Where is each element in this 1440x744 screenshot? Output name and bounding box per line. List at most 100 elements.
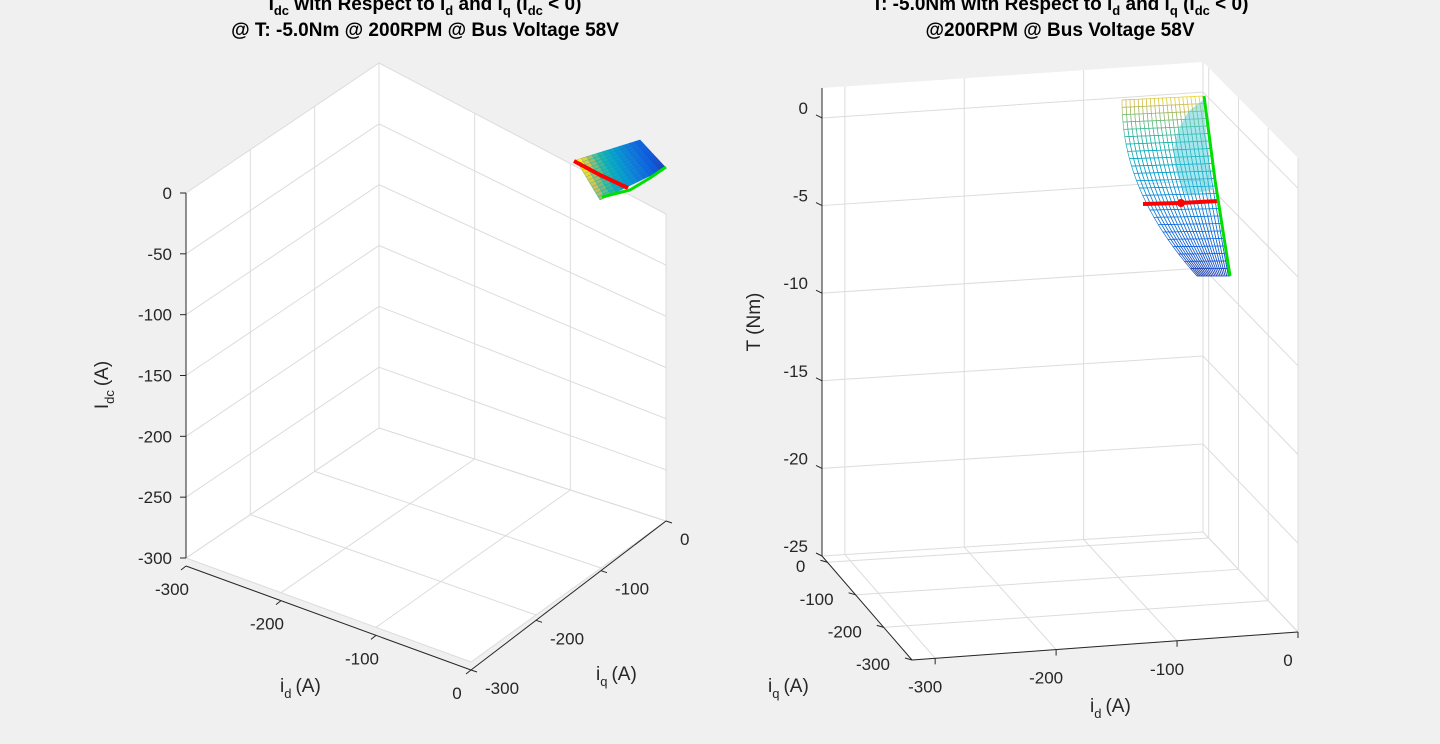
z-tick-label: -15 (783, 362, 808, 381)
left-grid (185, 62, 667, 663)
y-tick (600, 570, 608, 574)
y-tick-label: -100 (800, 590, 834, 609)
x-tick-label: -200 (1029, 669, 1063, 688)
z-tick-label: 0 (799, 99, 808, 118)
y-tick (876, 624, 884, 628)
y-tick (820, 559, 828, 563)
right-tick-labels: 0 -5 -10 -15 -20 -25 -300 -200 -100 0 0 -100 -200 -30… (783, 99, 1299, 696)
left-y-axis (470, 520, 667, 671)
z-tick (815, 289, 823, 294)
z-tick-label: -150 (138, 367, 172, 386)
left-tick-labels: 0 -50 -100 -150 -200 -250 -300 -300 -200 -100 0 0 -1… (138, 184, 690, 703)
x-tick-label: -300 (155, 580, 189, 599)
z-tick (815, 377, 823, 382)
z-tick (815, 114, 823, 119)
z-tick-label: -25 (783, 537, 808, 556)
right-wall-back (822, 62, 1203, 556)
right-floor (822, 532, 1298, 660)
z-tick-label: -250 (138, 488, 172, 507)
x-tick (275, 600, 282, 606)
right-axes[interactable]: 0 -5 -10 -15 -20 -25 -300 -200 -100 0 0 -100 -200 -30… (744, 62, 1299, 721)
y-tick-label: -200 (828, 622, 862, 641)
y-gridline (883, 127, 1269, 628)
y-tick (665, 520, 673, 524)
y-gridline (249, 149, 537, 616)
right-y-axis (821, 555, 913, 661)
title-part: with Respect to i (289, 0, 446, 15)
left-axes[interactable]: 0 -50 -100 -150 -200 -250 -300 -300 -200 -100 0 0 -1… (92, 62, 690, 703)
title-part: I (268, 0, 274, 15)
title-part: and i (1120, 0, 1170, 15)
x-gridline (963, 78, 1057, 650)
right-chart-title: T: -5.0Nm with Respect to id and iq (Idc… (810, 0, 1310, 42)
x-tick-label: -200 (250, 615, 284, 634)
y-tick-label: -200 (550, 629, 584, 648)
y-tick (848, 592, 856, 596)
z-tick-label: -200 (138, 427, 172, 446)
right-title-line1: T: -5.0Nm with Respect to id and iq (Idc… (810, 0, 1310, 18)
y-gridline (827, 67, 1210, 563)
x-tick-label: 0 (452, 684, 461, 703)
title-sub: d (445, 2, 454, 18)
z-tick-label: -10 (783, 274, 808, 293)
surface-shade (1173, 100, 1212, 195)
x-tick-label: 0 (1283, 651, 1292, 670)
left-xlabel: id (A) (280, 676, 321, 701)
right-ylabel: iq (A) (768, 676, 809, 701)
z-tick-label: -100 (138, 306, 172, 325)
left-ylabel: iq (A) (596, 664, 637, 689)
y-tick-label: -100 (615, 580, 649, 599)
x-tick (370, 634, 377, 640)
right-axis-lines (821, 88, 1299, 661)
y-tick (470, 669, 478, 673)
operating-point-marker (1177, 199, 1185, 207)
y-tick-label: -300 (485, 679, 519, 698)
voltage-limit-curve (601, 165, 667, 199)
x-gridline (1202, 62, 1299, 633)
title-part: T: -5.0Nm with Respect to i (871, 0, 1113, 15)
left-zlabel: Idc(A) (92, 361, 117, 409)
left-title-line1: Idc with Respect to id and iq (Idc < 0) (175, 0, 675, 18)
z-tick-label: -50 (147, 245, 172, 264)
title-sub: dc (273, 2, 290, 18)
x-tick (180, 565, 187, 571)
z-tick (815, 202, 823, 207)
title-sub: q (1169, 2, 1178, 18)
z-tick-label: 0 (163, 184, 172, 203)
right-zlabel: T (Nm) (744, 293, 765, 352)
left-x-axis (185, 565, 472, 671)
right-xlabel: id (A) (1090, 696, 1131, 721)
z-tick (815, 552, 823, 557)
left-floor (186, 428, 666, 662)
right-chart-subtitle: @200RPM @ Bus Voltage 58V (925, 19, 1195, 41)
title-part: < 0) (542, 0, 582, 15)
y-tick-label: 0 (796, 557, 805, 576)
x-gridline (844, 86, 936, 659)
y-tick (904, 657, 913, 661)
y-gridline (378, 63, 667, 522)
title-part: (I (1177, 0, 1195, 15)
y-gridline (314, 106, 602, 569)
x-tick (465, 669, 472, 675)
z-tick-label: -300 (138, 549, 172, 568)
title-sub: dc (527, 2, 543, 18)
title-part: < 0) (1209, 0, 1249, 15)
z-tick (815, 464, 823, 469)
left-chart-subtitle: @ T: -5.0Nm @ 200RPM @ Bus Voltage 58V (231, 19, 619, 41)
title-sub: dc (1194, 2, 1210, 18)
voltage-limit-curve (1202, 95, 1232, 277)
x-tick-label: -100 (1150, 660, 1184, 679)
title-sub: d (1112, 2, 1121, 18)
y-tick-label: 0 (680, 530, 689, 549)
left-chart-title: Idc with Respect to id and iq (Idc < 0) … (175, 0, 675, 42)
z-tick-label: -5 (793, 187, 808, 206)
y-tick-label: -300 (856, 655, 890, 674)
left-surface (573, 139, 667, 201)
x-tick-label: -100 (345, 649, 379, 668)
z-tick-label: -20 (783, 449, 808, 468)
title-part: (I (510, 0, 528, 15)
right-x-axis (911, 631, 1299, 661)
x-gridline (1083, 70, 1178, 642)
